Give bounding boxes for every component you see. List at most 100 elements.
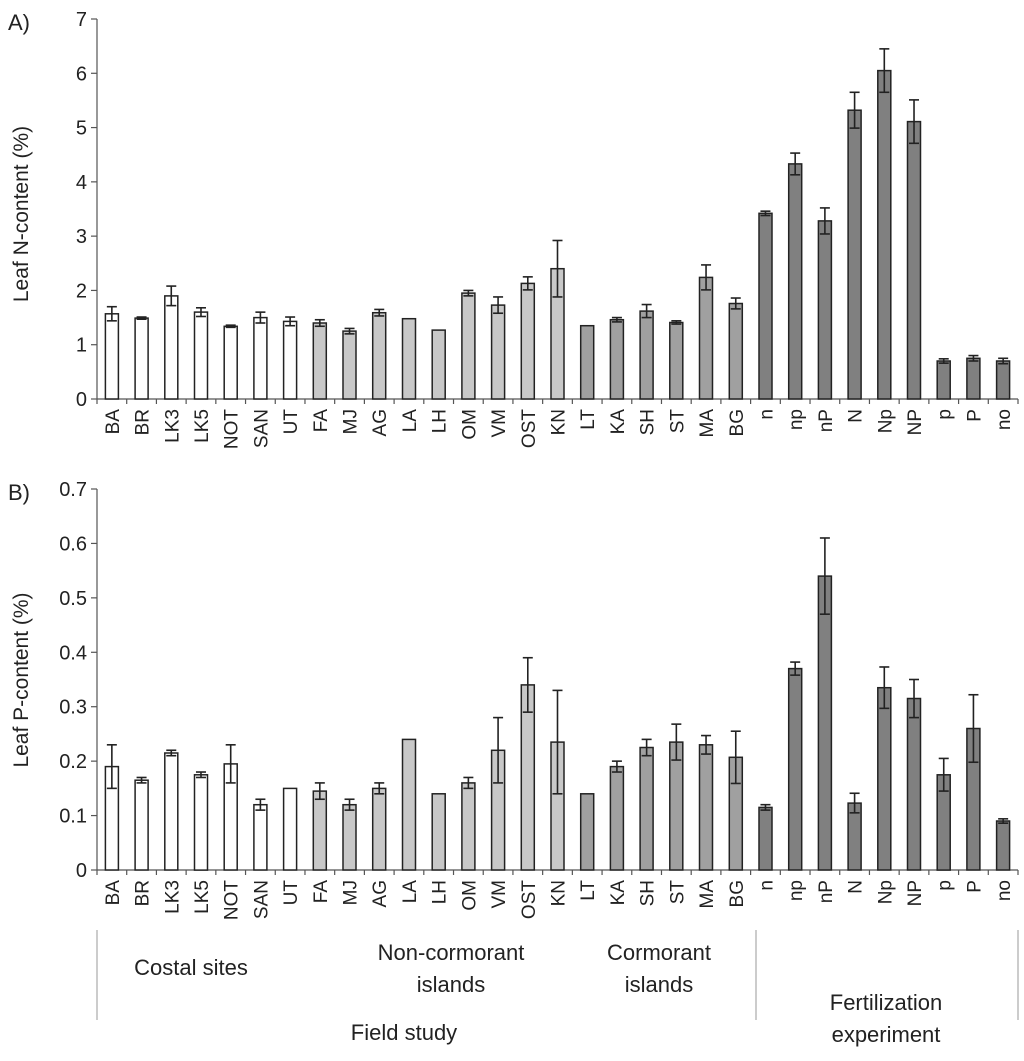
x-tick-label-BA: BA — [103, 409, 124, 435]
panel-a-axes: 0 1 2 3 4 5 6 7 — [76, 9, 1019, 411]
bar-KA — [609, 318, 625, 400]
x-tick-label-KN: KN — [549, 409, 570, 435]
y-tick-label: 1 — [76, 335, 87, 357]
error-bar-BR — [136, 776, 147, 784]
y-tick-label: 6 — [76, 63, 87, 85]
x-tick-label-AG: AG — [370, 880, 391, 907]
x-tick-label-OST: OST — [519, 880, 540, 919]
bar-LT — [579, 793, 595, 871]
x-tick-label-N: N — [846, 409, 867, 423]
x-tick-label-MJ: MJ — [341, 880, 362, 905]
panel-b-p-content: B) Leaf P-content (%) 0 0.1 0.2 0.3 0.4 0.5 0.… — [8, 479, 1019, 921]
error-bar-KN — [552, 689, 563, 795]
error-bar-SAN — [255, 798, 266, 811]
y-tick-label: 0.3 — [59, 697, 87, 719]
bar-FA — [312, 322, 328, 400]
fertilization-label-line1: Fertilization — [830, 990, 942, 1015]
x-tick-label-OST: OST — [519, 409, 540, 448]
bar-N — [847, 109, 862, 400]
error-bar-SH — [641, 303, 652, 319]
x-tick-label-KA: KA — [608, 409, 629, 435]
bar-NP — [906, 120, 922, 400]
field-study-label: Field study — [351, 1020, 457, 1045]
x-tick-label-UT: UT — [281, 409, 302, 435]
y-tick-label: 0.2 — [59, 751, 87, 773]
bar-Np — [877, 69, 892, 400]
bar-NOT — [223, 325, 238, 400]
error-bar-OST — [522, 276, 533, 291]
bar-LK5 — [193, 311, 209, 400]
error-bar-ST — [671, 320, 682, 325]
x-tick-label-p: p — [935, 880, 956, 891]
error-bar-UT — [285, 316, 296, 327]
panel-a-x-tick-labels: BA BR LK3 LK5 NOT SAN UT FA MJ AG LA LH OM VM OST KN LT K… — [103, 409, 1015, 450]
bar-LH — [431, 793, 446, 871]
x-tick-label-LA: LA — [400, 409, 421, 433]
error-bar-MJ — [344, 798, 355, 811]
y-tick-label: 4 — [76, 172, 87, 194]
x-tick-label-BG: BG — [727, 880, 748, 907]
error-bar-P — [968, 354, 979, 362]
error-bar-n — [760, 210, 771, 217]
error-bar-np — [790, 661, 801, 676]
bar-VM — [490, 304, 506, 400]
bar-BG — [728, 302, 744, 400]
bar-no — [995, 820, 1011, 871]
x-tick-label-FA: FA — [311, 409, 332, 433]
y-tick-label: 0.1 — [59, 806, 87, 828]
y-tick-label: 0.5 — [59, 588, 87, 610]
bar-OM — [461, 782, 476, 871]
bar-SAN — [253, 803, 268, 871]
error-bar-LK3 — [166, 749, 177, 757]
x-tick-label-KN: KN — [549, 880, 570, 906]
x-tick-label-P: P — [964, 409, 985, 422]
x-tick-label-no: no — [994, 880, 1015, 901]
error-bar-VM — [493, 296, 504, 315]
x-tick-label-p: p — [935, 409, 956, 420]
bar-KA — [609, 765, 625, 871]
bar-np — [787, 667, 803, 871]
bar-BA — [104, 313, 120, 400]
bar-SH — [639, 746, 654, 871]
x-tick-label-FA: FA — [311, 880, 332, 904]
y-tick-label: 5 — [76, 118, 87, 140]
error-bar-NOT — [225, 744, 236, 784]
x-tick-label-OM: OM — [459, 880, 480, 911]
error-bar-no — [998, 818, 1009, 824]
error-bar-nP — [819, 537, 830, 615]
bar-SH — [639, 310, 654, 400]
bar-nP — [817, 575, 833, 871]
x-tick-label-MA: MA — [697, 409, 718, 438]
error-bar-Np — [879, 48, 890, 94]
bar-LK3 — [164, 295, 179, 400]
error-bar-P — [968, 693, 979, 764]
x-tick-label-LH: LH — [430, 880, 451, 904]
x-tick-label-LK3: LK3 — [162, 880, 183, 914]
error-bar-p — [938, 358, 949, 364]
x-tick-label-ST: ST — [667, 409, 688, 434]
error-bar-KN — [552, 239, 563, 298]
bar-SAN — [253, 316, 268, 400]
error-bar-NOT — [225, 324, 236, 329]
x-tick-label-OM: OM — [459, 409, 480, 440]
error-bar-OM — [463, 776, 474, 790]
x-tick-label-Np: Np — [875, 880, 896, 904]
x-tick-label-LA: LA — [400, 880, 421, 904]
x-tick-label-VM: VM — [489, 880, 510, 909]
error-bar-NP — [909, 678, 920, 719]
x-tick-label-NOT: NOT — [222, 880, 243, 921]
error-bar-BG — [730, 730, 741, 785]
x-tick-label-LK5: LK5 — [192, 409, 213, 443]
x-tick-label-nP: nP — [816, 409, 837, 432]
error-bar-BR — [136, 316, 147, 321]
bar-np — [787, 163, 803, 400]
error-bar-nP — [819, 207, 830, 235]
fertilization-label-line2: experiment — [832, 1022, 941, 1047]
y-tick-label: 2 — [76, 280, 87, 302]
x-tick-label-NP: NP — [905, 880, 926, 906]
bar-no — [995, 360, 1011, 400]
error-bar-FA — [314, 318, 325, 328]
panel-b-label: B) — [8, 480, 30, 505]
panel-b-bars — [104, 537, 1011, 871]
x-tick-label-LT: LT — [578, 409, 599, 430]
